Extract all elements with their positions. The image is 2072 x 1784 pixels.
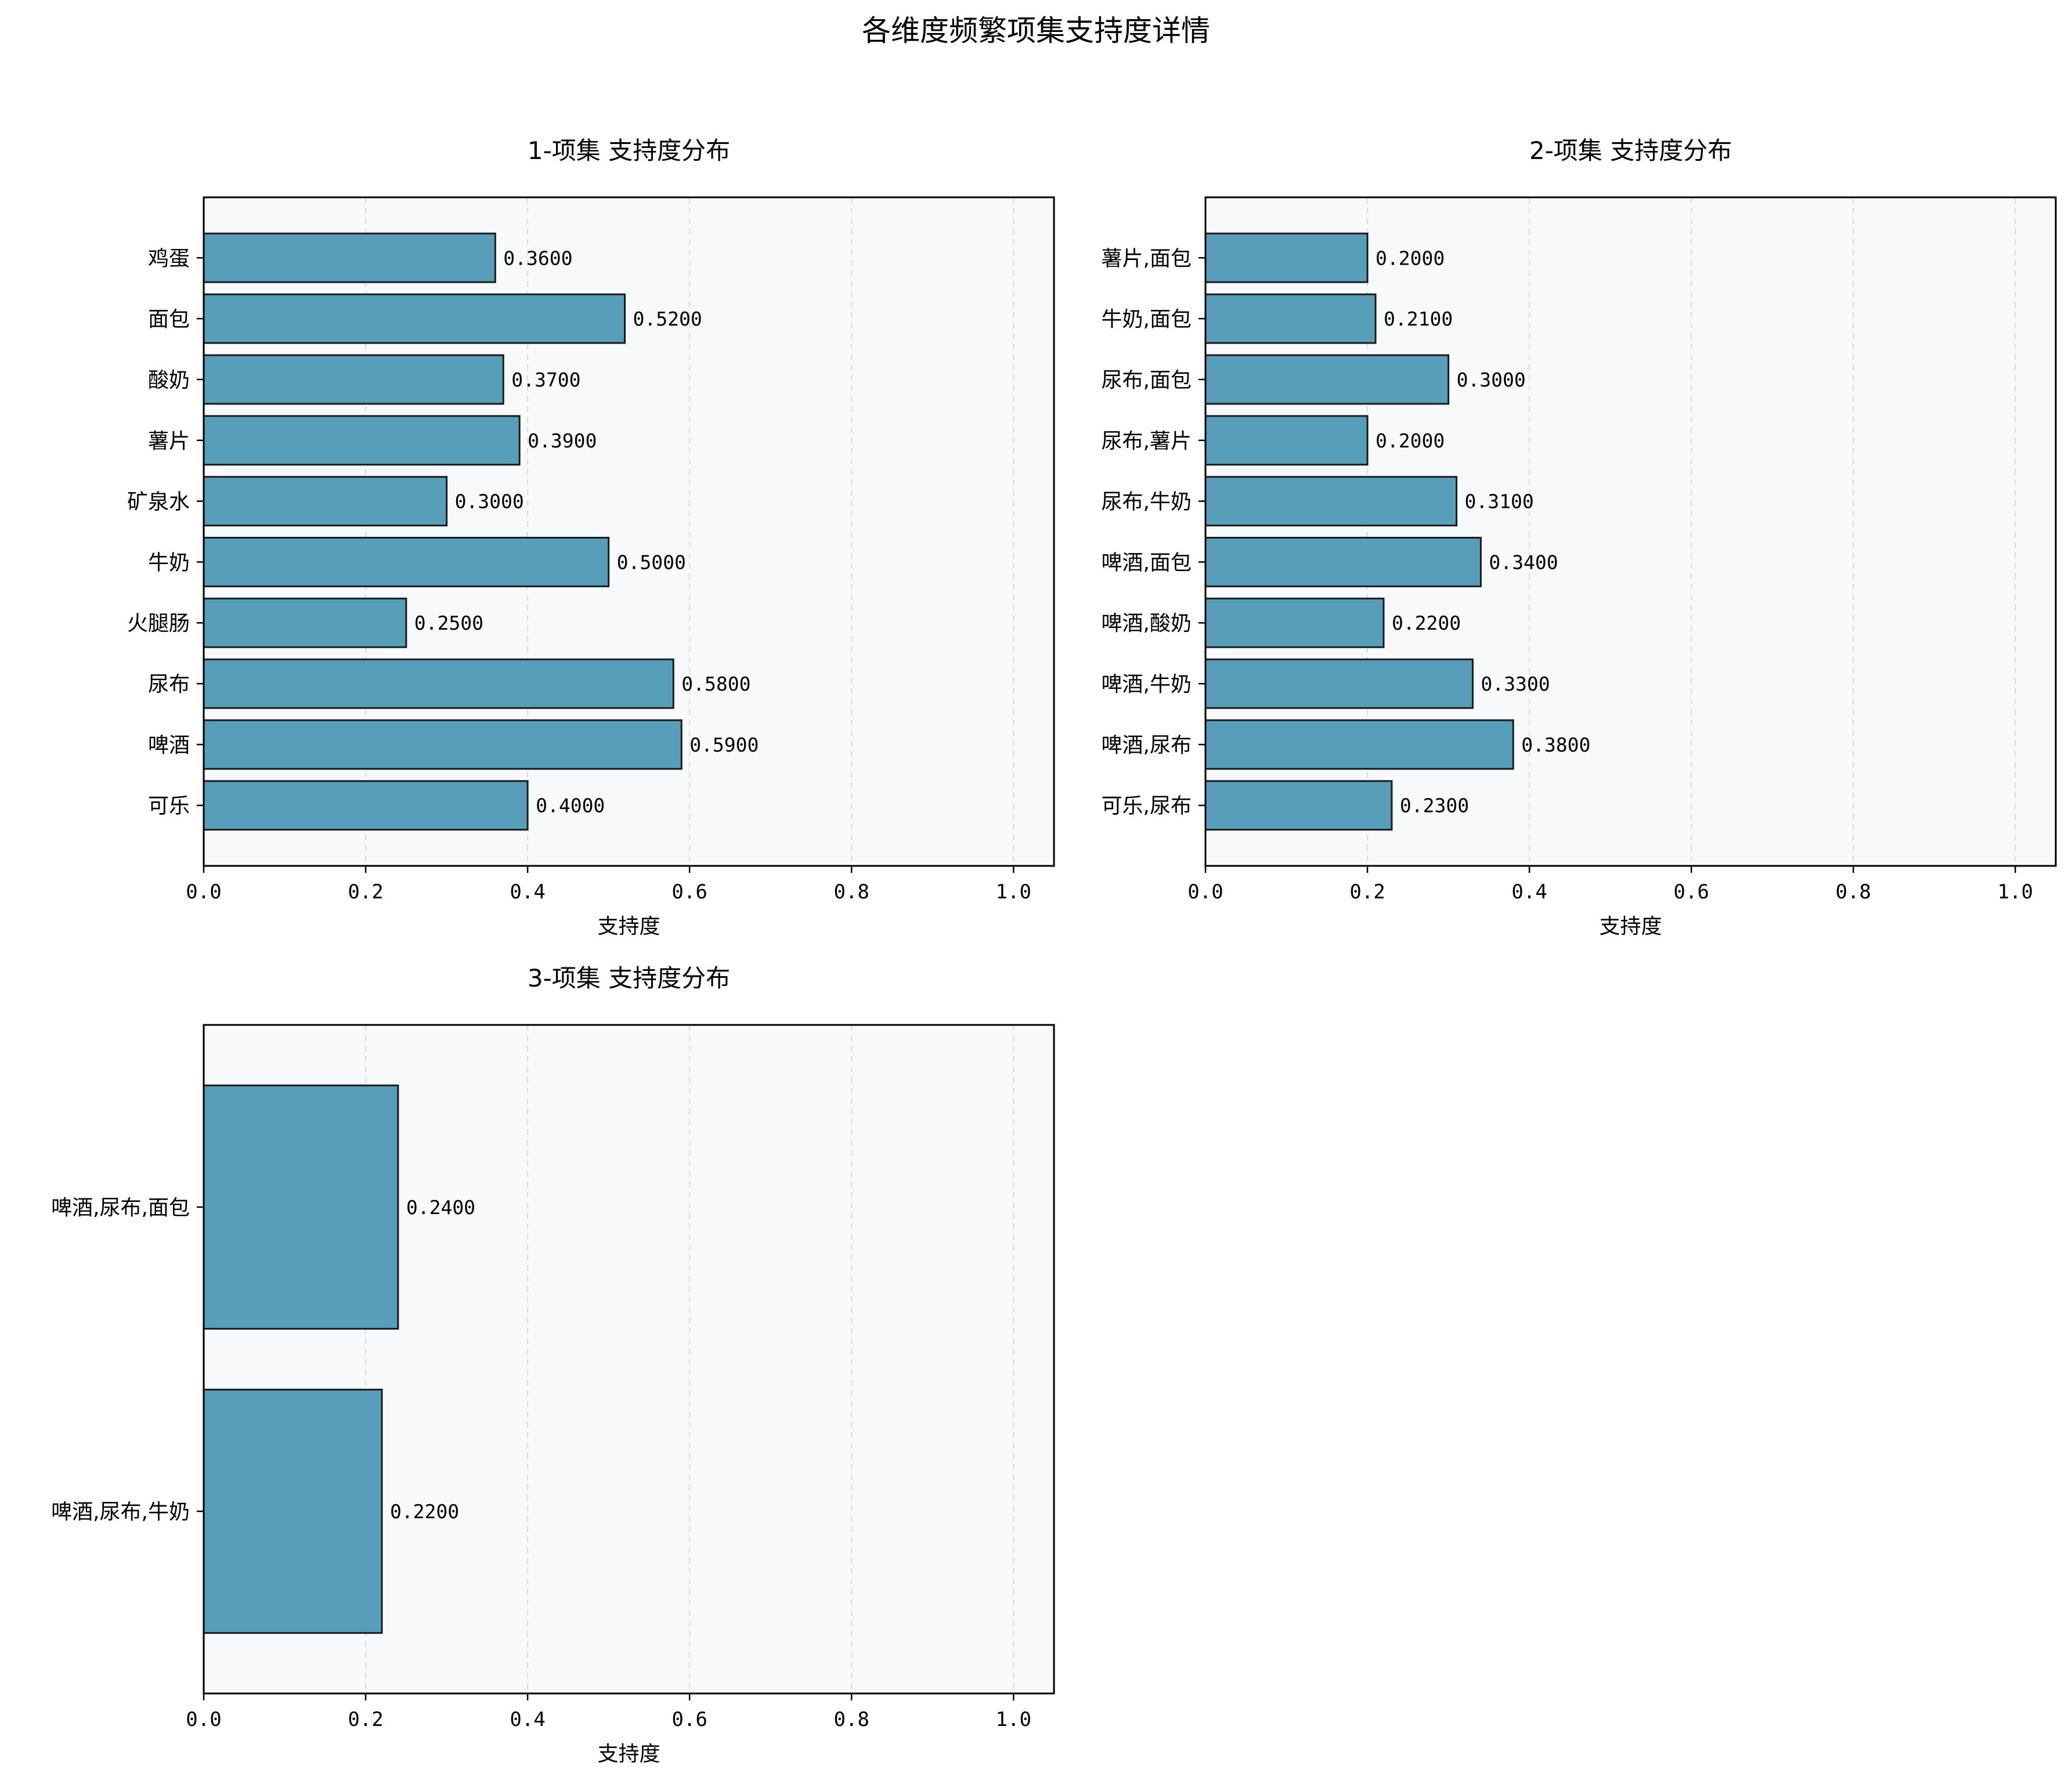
category-label: 尿布 bbox=[148, 673, 190, 696]
value-label: 0.4000 bbox=[536, 795, 605, 817]
category-label: 薯片,面包 bbox=[1102, 247, 1192, 270]
value-label: 0.2500 bbox=[414, 612, 483, 634]
bar bbox=[1204, 719, 1514, 770]
value-label: 0.3800 bbox=[1521, 734, 1590, 756]
category-label: 啤酒,面包 bbox=[1102, 551, 1192, 575]
bar bbox=[1204, 536, 1482, 587]
value-label: 0.3600 bbox=[503, 247, 572, 269]
category-label: 尿布,薯片 bbox=[1102, 429, 1192, 453]
value-label: 0.2000 bbox=[1376, 247, 1445, 269]
value-label: 0.3900 bbox=[528, 429, 597, 452]
bar bbox=[203, 476, 448, 527]
category-label: 火腿肠 bbox=[127, 612, 190, 635]
x-tick-label: 0.6 bbox=[1673, 880, 1709, 904]
bar bbox=[1204, 597, 1385, 648]
category-label: 可乐,尿布 bbox=[1102, 795, 1192, 818]
value-label: 0.3000 bbox=[455, 490, 524, 513]
x-tick-label: 0.8 bbox=[1835, 880, 1871, 904]
subplot-title: 3-项集 支持度分布 bbox=[528, 964, 730, 992]
x-tick-label: 0.0 bbox=[1187, 880, 1223, 904]
bar bbox=[203, 354, 504, 405]
bar bbox=[203, 536, 610, 587]
x-axis-label: 支持度 bbox=[597, 915, 660, 938]
category-label: 牛奶 bbox=[148, 551, 190, 575]
bar bbox=[203, 1084, 399, 1330]
x-tick-label: 0.8 bbox=[833, 1708, 869, 1731]
category-label: 面包 bbox=[148, 308, 190, 331]
category-label: 啤酒,尿布,牛奶 bbox=[51, 1500, 190, 1524]
subplot-2: 0.2000 薯片,面包 0.2100 牛奶,面包 0.3000 尿布,面包 0.2000 尿… bbox=[1102, 136, 2057, 938]
category-label: 酸奶 bbox=[148, 369, 190, 392]
category-label: 尿布,面包 bbox=[1102, 369, 1192, 392]
value-label: 0.3700 bbox=[511, 369, 580, 391]
value-label: 0.2000 bbox=[1376, 429, 1445, 452]
figure-title: 各维度频繁项集支持度详情 bbox=[862, 14, 1210, 48]
bar bbox=[203, 780, 529, 831]
x-axis-label: 支持度 bbox=[1599, 915, 1662, 938]
value-label: 0.5200 bbox=[633, 308, 702, 330]
category-label: 可乐 bbox=[148, 795, 190, 818]
bar bbox=[1204, 293, 1377, 344]
subplot-3: 0.2400 啤酒,尿布,面包 0.2200 啤酒,尿布,牛奶 0.0 0.2 0.4 0.6… bbox=[51, 964, 1055, 1766]
subplot-title: 2-项集 支持度分布 bbox=[1529, 136, 1732, 165]
value-label: 0.3100 bbox=[1465, 490, 1534, 513]
x-tick-label: 1.0 bbox=[996, 880, 1031, 904]
category-label: 啤酒,牛奶 bbox=[1102, 673, 1192, 696]
x-tick-label: 0.2 bbox=[348, 880, 383, 904]
subplot-1: 0.3600 鸡蛋 0.5200 面包 0.3700 酸奶 0.3900 薯片 0.3000 矿泉… bbox=[127, 136, 1055, 938]
x-tick-label: 0.6 bbox=[672, 1708, 707, 1731]
category-label: 鸡蛋 bbox=[148, 247, 190, 270]
x-tick-label: 0.6 bbox=[672, 880, 707, 904]
bar bbox=[203, 658, 674, 709]
category-label: 矿泉水 bbox=[127, 490, 190, 514]
x-tick-label: 0.4 bbox=[510, 880, 545, 904]
x-tick-label: 0.2 bbox=[1349, 880, 1385, 904]
bar bbox=[1204, 476, 1458, 527]
bar bbox=[203, 1388, 383, 1634]
value-label: 0.2200 bbox=[1392, 612, 1461, 634]
value-label: 0.2400 bbox=[406, 1196, 475, 1219]
value-label: 0.5900 bbox=[690, 734, 759, 756]
value-label: 0.3300 bbox=[1481, 673, 1550, 695]
value-label: 0.5000 bbox=[617, 551, 686, 573]
plot-frame bbox=[1204, 196, 2057, 867]
x-tick-label: 0.0 bbox=[186, 880, 221, 904]
category-label: 啤酒,尿布 bbox=[1102, 734, 1192, 757]
value-label: 0.3400 bbox=[1489, 551, 1558, 573]
value-label: 0.3000 bbox=[1457, 369, 1526, 391]
x-tick-label: 0.4 bbox=[510, 1708, 545, 1731]
category-label: 牛奶,面包 bbox=[1102, 308, 1192, 331]
value-label: 0.2300 bbox=[1400, 795, 1469, 817]
bar bbox=[203, 293, 626, 344]
bar bbox=[203, 415, 521, 466]
bar bbox=[1204, 354, 1450, 405]
bar bbox=[203, 597, 407, 648]
category-label: 啤酒,酸奶 bbox=[1102, 612, 1192, 635]
value-label: 0.2100 bbox=[1384, 308, 1453, 330]
plot-frame bbox=[203, 196, 1055, 867]
value-label: 0.5800 bbox=[681, 673, 750, 695]
bar bbox=[1204, 780, 1393, 831]
bar bbox=[1204, 232, 1369, 283]
category-label: 薯片 bbox=[148, 429, 190, 453]
bar bbox=[1204, 658, 1474, 709]
category-label: 啤酒 bbox=[148, 734, 190, 757]
bar bbox=[203, 719, 683, 770]
plot-frame bbox=[203, 1024, 1055, 1695]
x-tick-label: 0.2 bbox=[348, 1708, 383, 1731]
category-label: 啤酒,尿布,面包 bbox=[51, 1196, 190, 1220]
bar bbox=[1204, 415, 1369, 466]
category-label: 尿布,牛奶 bbox=[1102, 490, 1192, 514]
x-tick-label: 1.0 bbox=[996, 1708, 1031, 1731]
x-tick-label: 0.0 bbox=[186, 1708, 221, 1731]
x-tick-label: 0.8 bbox=[833, 880, 869, 904]
x-tick-label: 0.4 bbox=[1511, 880, 1547, 904]
x-axis-label: 支持度 bbox=[597, 1742, 660, 1766]
x-tick-label: 1.0 bbox=[1998, 880, 2033, 904]
value-label: 0.2200 bbox=[390, 1500, 459, 1523]
subplot-title: 1-项集 支持度分布 bbox=[528, 136, 730, 165]
bar bbox=[203, 232, 496, 283]
